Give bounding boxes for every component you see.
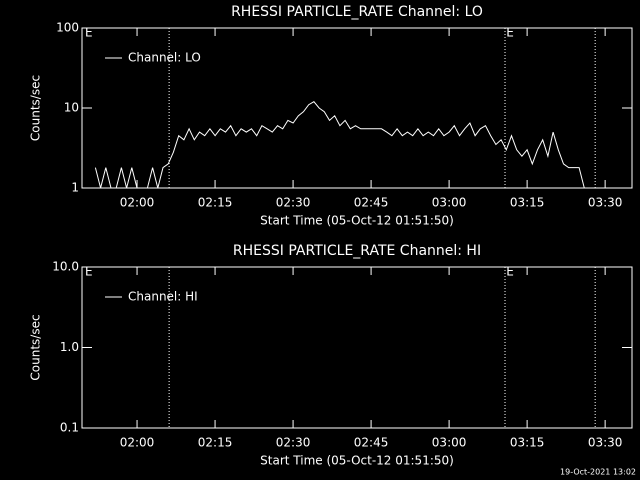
x-axis-label: Start Time (05-Oct-12 01:51:50) (260, 214, 454, 228)
x-tick-label: 03:00 (432, 436, 467, 450)
y-axis-label: Counts/sec (29, 75, 43, 141)
chart-title: RHESSI PARTICLE_RATE Channel: LO (231, 4, 483, 20)
chart-title: RHESSI PARTICLE_RATE Channel: HI (233, 243, 481, 259)
y-tick-label: 100 (56, 21, 79, 35)
x-tick-label: 03:30 (588, 196, 623, 210)
x-tick-label: 02:00 (120, 436, 155, 450)
y-tick-label: 0.1 (60, 421, 79, 435)
x-tick-label: 03:15 (510, 436, 545, 450)
x-axis-label: Start Time (05-Oct-12 01:51:50) (260, 454, 454, 468)
x-tick-label: 03:00 (432, 196, 467, 210)
x-tick-label: 02:30 (276, 436, 311, 450)
y-tick-label: 10.0 (52, 260, 79, 274)
x-tick-label: 03:15 (510, 196, 545, 210)
annotation: E (85, 265, 93, 279)
y-tick-label: 1.0 (60, 340, 79, 354)
x-tick-label: 02:45 (354, 196, 389, 210)
y-tick-label: 10 (64, 101, 79, 115)
annotation: E (506, 265, 514, 279)
x-tick-label: 02:00 (120, 196, 155, 210)
legend-label: Channel: HI (128, 290, 198, 304)
footer: 19-Oct-2021 13:02 (560, 468, 636, 477)
annotation: E (506, 26, 514, 40)
x-tick-label: 02:15 (198, 436, 233, 450)
y-axis-label: Counts/sec (29, 314, 43, 380)
x-tick-label: 03:30 (588, 436, 623, 450)
legend-label: Channel: LO (128, 51, 201, 65)
y-tick-label: 1 (71, 181, 79, 195)
x-tick-label: 02:15 (198, 196, 233, 210)
x-tick-label: 02:45 (354, 436, 389, 450)
x-tick-label: 02:30 (276, 196, 311, 210)
data-line (94, 101, 585, 189)
annotation: E (85, 26, 93, 40)
